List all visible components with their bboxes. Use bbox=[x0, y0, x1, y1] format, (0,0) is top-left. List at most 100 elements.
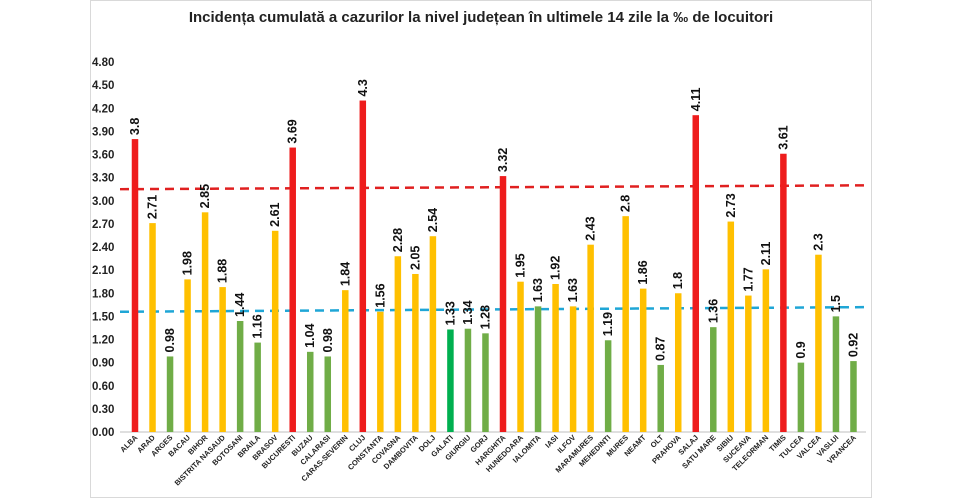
bar bbox=[131, 139, 139, 433]
data-label: 1.5 bbox=[829, 295, 843, 312]
bar bbox=[429, 236, 437, 432]
bars bbox=[131, 100, 857, 433]
bar bbox=[534, 306, 542, 432]
y-tick-label: 4.20 bbox=[92, 103, 114, 115]
bar bbox=[377, 311, 384, 432]
data-label: 1.86 bbox=[636, 260, 650, 284]
bar bbox=[236, 321, 244, 432]
data-label: 1.34 bbox=[461, 300, 475, 324]
y-tick-label: 3.90 bbox=[92, 126, 114, 138]
data-label: 4.11 bbox=[689, 88, 703, 112]
data-label: 0.9 bbox=[794, 341, 808, 358]
bar bbox=[324, 356, 332, 432]
bar bbox=[464, 328, 472, 432]
y-tick-label: 0.00 bbox=[92, 427, 114, 439]
bar bbox=[184, 279, 191, 432]
bar bbox=[149, 223, 156, 432]
bar bbox=[412, 273, 419, 432]
threshold-line-blue bbox=[119, 305, 867, 313]
y-tick-label: 4.50 bbox=[92, 80, 114, 92]
y-tick-label: 0.30 bbox=[92, 404, 114, 416]
bar bbox=[219, 287, 226, 432]
bar bbox=[815, 254, 822, 432]
y-tick-label: 0.60 bbox=[92, 381, 114, 393]
bar bbox=[692, 115, 700, 432]
bar bbox=[832, 316, 840, 432]
bar bbox=[499, 176, 507, 432]
data-label: 1.88 bbox=[216, 259, 230, 283]
bar bbox=[850, 361, 857, 432]
data-label: 1.92 bbox=[549, 256, 563, 280]
bar bbox=[710, 327, 717, 432]
data-label: 2.54 bbox=[426, 208, 440, 232]
data-label: 3.61 bbox=[776, 125, 790, 149]
bar bbox=[762, 269, 770, 432]
data-label: 2.3 bbox=[811, 233, 825, 250]
bar bbox=[517, 281, 524, 432]
bar bbox=[359, 100, 367, 433]
data-label: 1.63 bbox=[566, 278, 580, 302]
bar bbox=[727, 221, 735, 432]
chart-title: Incidența cumulată a cazurilor la nivel … bbox=[188, 9, 774, 26]
bar bbox=[552, 284, 559, 432]
y-tick-label: 3.60 bbox=[92, 150, 114, 162]
data-label: 3.32 bbox=[496, 148, 510, 172]
data-label: 0.98 bbox=[163, 328, 177, 352]
data-label: 2.43 bbox=[584, 216, 598, 240]
data-label: 1.8 bbox=[671, 272, 685, 289]
data-label: 0.92 bbox=[846, 333, 860, 357]
data-label: 2.61 bbox=[268, 202, 282, 226]
bar bbox=[780, 153, 787, 432]
data-label: 1.63 bbox=[531, 278, 545, 302]
bar bbox=[447, 329, 454, 432]
y-tick-label: 2.70 bbox=[92, 219, 114, 231]
bar bbox=[289, 147, 296, 432]
data-label: 2.73 bbox=[724, 193, 738, 217]
bar bbox=[201, 212, 209, 432]
data-label: 1.77 bbox=[741, 267, 755, 291]
bar bbox=[622, 216, 629, 432]
bar bbox=[587, 244, 594, 432]
data-label: 1.44 bbox=[233, 293, 247, 317]
bar bbox=[342, 290, 349, 432]
bar bbox=[797, 362, 805, 432]
data-label: 2.85 bbox=[198, 184, 212, 208]
data-labels: 3.8 2.71 0.98 1.98 2.85 1.881.44 1.16 2.61 3.69 1… bbox=[128, 79, 860, 361]
data-label: 0.87 bbox=[654, 337, 668, 361]
bar bbox=[166, 356, 174, 432]
data-label: 1.36 bbox=[706, 299, 720, 323]
data-label: 2.28 bbox=[391, 228, 405, 252]
data-label: 0.98 bbox=[321, 328, 335, 352]
y-tick-label: 2.10 bbox=[92, 265, 114, 277]
threshold-lines bbox=[119, 184, 867, 313]
y-tick-label: 1.50 bbox=[92, 311, 114, 323]
y-tick-label: 0.90 bbox=[92, 358, 114, 370]
bar bbox=[674, 293, 682, 432]
data-label: 2.8 bbox=[619, 195, 633, 212]
data-label: 1.98 bbox=[181, 251, 195, 275]
y-tick-label: 1.80 bbox=[92, 288, 114, 300]
y-tick-label: 1.20 bbox=[92, 335, 114, 347]
bar bbox=[745, 295, 752, 432]
bar bbox=[657, 364, 664, 432]
threshold-line-red bbox=[119, 184, 867, 191]
data-label: 4.3 bbox=[356, 79, 370, 96]
data-label: 1.95 bbox=[514, 253, 528, 277]
y-tick-label: 2.40 bbox=[92, 242, 114, 254]
bar bbox=[254, 342, 261, 432]
data-label: 1.33 bbox=[443, 301, 457, 325]
y-tick-label: 3.30 bbox=[92, 173, 114, 185]
data-label: 1.16 bbox=[251, 314, 265, 338]
bar bbox=[569, 306, 577, 432]
bar bbox=[639, 288, 647, 432]
bar bbox=[604, 340, 612, 432]
data-label: 2.71 bbox=[146, 195, 160, 219]
y-tick-label: 3.00 bbox=[92, 196, 114, 208]
bar bbox=[482, 333, 489, 432]
data-label: 3.8 bbox=[128, 118, 142, 135]
bar bbox=[306, 351, 314, 432]
data-label: 1.19 bbox=[601, 312, 615, 336]
data-label: 1.04 bbox=[303, 323, 317, 347]
